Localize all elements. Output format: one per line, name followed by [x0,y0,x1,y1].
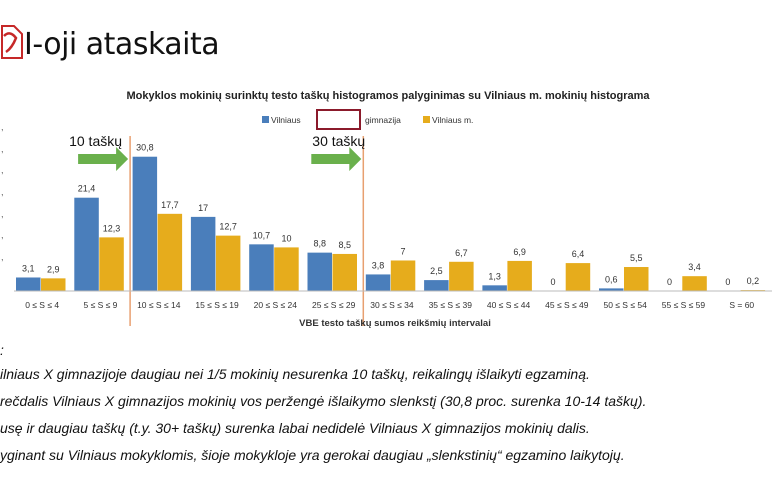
bar-value-label: 6,7 [455,248,468,258]
note-item-2: rečdalis Vilniaus X gimnazijos mokinių v… [0,393,647,409]
legend-label-vilniaus: Vilniaus [271,115,301,125]
bar-value-label: 12,3 [103,223,121,233]
x-axis-title: VBE testo taškų sumos reikšmių intervala… [299,318,491,329]
bar-value-label: 3,1 [22,263,35,273]
bar-value-label: 17,7 [161,200,179,210]
y-tick-label: , [1,165,4,175]
bar-value-label: 0 [725,277,730,287]
bar-value-label: 0 [667,277,672,287]
bar-vilniaus-m [274,247,299,291]
bar-value-label: 3,8 [372,260,385,270]
legend-swatch-blue [262,116,269,123]
x-tick-label: 10 ≤ S ≤ 14 [137,300,181,310]
bar-vilniaus-m [682,276,707,291]
note-item-4: yginant su Vilniaus mokyklomis, šioje mo… [0,447,625,463]
x-tick-label: 55 ≤ S ≤ 59 [662,300,706,310]
bar-value-label: 0,2 [747,276,760,286]
legend-redaction-box [316,109,361,130]
y-axis-ticks: ,,,,,,, [1,122,4,262]
bar-vilniaus-gimnazija [482,285,507,291]
bar-vilniaus-gimnazija [307,252,332,291]
x-tick-label: 35 ≤ S ≤ 39 [429,300,473,310]
y-tick-label: , [1,230,4,240]
x-tick-label: 0 ≤ S ≤ 4 [25,300,59,310]
bar-vilniaus-m [624,267,649,291]
bar-value-label: 3,4 [688,262,701,272]
bar-vilniaus-m [449,261,474,291]
histogram-chart: Mokyklos mokinių surinktų testo taškų hi… [1,90,772,329]
bar-vilniaus-gimnazija [599,288,624,291]
bar-vilniaus-m [507,260,532,291]
bar-vilniaus-m [390,260,416,291]
x-tick-label: 15 ≤ S ≤ 19 [195,300,239,310]
x-tick-label: 5 ≤ S ≤ 9 [83,300,117,310]
notes-prefix: : [0,342,4,358]
bar-vilniaus-m [215,235,241,291]
threshold-arrow-icon [78,147,129,171]
logo-icon [1,25,23,59]
bar-vilniaus-m [41,278,66,291]
bar-value-label: 17 [198,203,208,213]
bar-value-label: 21,4 [78,184,96,194]
slide-title: I-oji ataskaita [24,27,220,62]
x-tick-label: 50 ≤ S ≤ 54 [603,300,647,310]
bar-value-label: 10 [281,233,291,243]
chart-value-labels: 3,1 2,9 21,4 12,3 30,8 17,7 17 12,7 10,7 10 8,8 8,5… [22,143,759,287]
bar-vilniaus-m [99,237,124,291]
legend-label-gimnazija: gimnazija [365,115,401,125]
bar-vilniaus-m [332,253,357,291]
x-tick-label: 30 ≤ S ≤ 34 [370,300,414,310]
bar-value-label: 10,7 [253,230,271,240]
note-item-3: usę ir daugiau taškų (t.y. 30+ taškų) su… [0,420,590,436]
x-tick-label: 25 ≤ S ≤ 29 [312,300,356,310]
bar-value-label: 2,5 [430,266,443,276]
bar-vilniaus-gimnazija [424,280,449,291]
bar-value-label: 7 [401,246,406,256]
bar-value-label: 12,7 [219,222,237,232]
bar-value-label: 2,9 [47,264,60,274]
bar-value-label: 8,8 [313,239,326,249]
x-tick-label: 45 ≤ S ≤ 49 [545,300,589,310]
chart-x-labels: 0 ≤ S ≤ 4 5 ≤ S ≤ 9 10 ≤ S ≤ 14 15 ≤ S ≤ 19… [25,300,754,310]
bar-value-label: 0 [550,277,555,287]
legend-label-vilniaus-m: Vilniaus m. [432,115,473,125]
bar-vilniaus-m [157,213,183,291]
bar-value-label: 6,9 [513,247,526,257]
bar-value-label: 0,6 [605,274,618,284]
legend-swatch-orange [423,116,430,123]
y-tick-label: , [1,209,4,219]
chart-bars [16,156,766,291]
threshold-arrow-icon [311,147,362,171]
bar-value-label: 30,8 [136,143,154,153]
threshold-markers: 10 taškų 30 taškų [69,133,365,326]
bar-value-label: 1,3 [488,271,501,281]
note-item-1: ilniaus X gimnazijoje daugiau nei 1/5 mo… [0,366,590,382]
x-tick-label: S = 60 [729,300,754,310]
bar-vilniaus-gimnazija [132,156,158,291]
bar-vilniaus-m [565,263,591,291]
bar-vilniaus-gimnazija [249,244,274,291]
threshold-caption: 30 taškų [312,133,365,149]
y-tick-label: , [1,122,4,132]
bar-value-label: 6,4 [572,249,585,259]
bar-vilniaus-gimnazija [74,197,99,291]
slide-header: I-oji ataskaita [0,22,772,72]
chart-legend: Vilniaus gimnazija Vilniaus m. [262,109,473,130]
y-tick-label: , [1,252,4,262]
bar-vilniaus-gimnazija [190,216,216,291]
bar-value-label: 8,5 [338,240,351,250]
x-tick-label: 20 ≤ S ≤ 24 [254,300,298,310]
threshold-caption: 10 taškų [69,133,122,149]
x-tick-label: 40 ≤ S ≤ 44 [487,300,531,310]
y-tick-label: , [1,144,4,154]
bar-vilniaus-gimnazija [16,277,41,291]
y-tick-label: , [1,187,4,197]
bar-vilniaus-gimnazija [365,274,391,291]
chart-title: Mokyklos mokinių surinktų testo taškų hi… [126,90,650,102]
bar-value-label: 5,5 [630,253,643,263]
